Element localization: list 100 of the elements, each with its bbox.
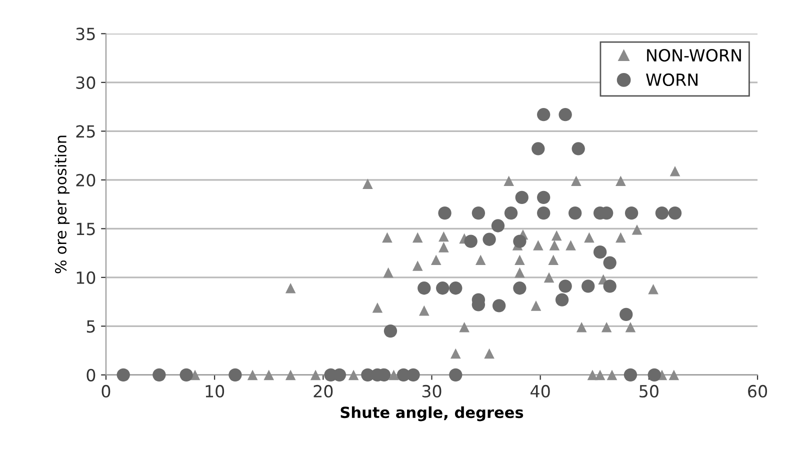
point	[228, 368, 242, 382]
point	[180, 368, 193, 382]
point	[624, 368, 638, 382]
y-tick-label: 25	[76, 125, 95, 138]
y-tick-label: 35	[76, 28, 95, 40]
y-tick-label: 5	[86, 320, 95, 333]
point	[348, 370, 359, 380]
point	[449, 368, 462, 382]
point	[285, 282, 296, 294]
point	[362, 178, 373, 189]
point	[372, 302, 383, 313]
point	[116, 368, 130, 382]
legend-label: WORN	[646, 73, 698, 86]
point	[566, 240, 576, 250]
point	[412, 232, 423, 243]
point	[532, 142, 545, 156]
point	[533, 240, 544, 250]
point	[594, 370, 606, 380]
point	[464, 234, 478, 248]
point	[568, 206, 582, 220]
point	[472, 206, 486, 220]
point	[530, 300, 542, 311]
point	[475, 254, 486, 266]
point	[632, 224, 642, 235]
point	[582, 280, 595, 293]
point	[382, 232, 392, 243]
point	[620, 308, 633, 322]
point	[648, 368, 661, 382]
point	[247, 370, 258, 380]
point	[537, 206, 550, 220]
point	[624, 206, 638, 220]
point	[587, 370, 598, 380]
x-tick-label: 0	[102, 384, 110, 398]
x-tick-label: 50	[640, 384, 658, 398]
point	[438, 242, 449, 252]
point	[668, 370, 680, 380]
point	[655, 206, 669, 220]
point	[537, 108, 550, 122]
point	[572, 142, 585, 156]
point	[513, 234, 526, 248]
point	[449, 282, 462, 295]
x-tick-label: 10	[206, 384, 224, 398]
point	[492, 299, 506, 312]
point	[549, 240, 560, 250]
point	[514, 254, 525, 266]
point	[190, 370, 200, 380]
point	[491, 219, 505, 232]
point	[603, 280, 616, 293]
point	[593, 245, 607, 259]
point	[406, 368, 420, 382]
point	[544, 272, 554, 283]
point	[436, 282, 450, 295]
y-tick-label: 0	[86, 368, 96, 382]
point	[285, 370, 296, 380]
y-tick-label: 10	[76, 271, 96, 284]
point	[482, 232, 496, 246]
point	[430, 254, 442, 266]
point	[616, 232, 626, 243]
y-axis-title: % ore per position	[54, 136, 70, 274]
point	[388, 370, 399, 380]
point	[514, 267, 525, 278]
point	[459, 322, 470, 332]
point	[418, 282, 431, 295]
point	[603, 256, 616, 270]
point	[625, 322, 636, 332]
point	[412, 260, 423, 271]
y-tick-label: 30	[76, 76, 96, 89]
point	[606, 370, 618, 380]
point	[616, 176, 626, 186]
point	[571, 176, 582, 186]
point	[504, 176, 514, 186]
point	[383, 267, 394, 278]
point	[419, 305, 430, 316]
x-axis-title: Shute angle, degrees	[340, 406, 524, 422]
point	[584, 232, 594, 243]
point	[152, 368, 166, 382]
x-tick-label: 60	[748, 384, 768, 398]
point	[438, 206, 452, 220]
point	[537, 190, 550, 204]
x-tick-label: 30	[422, 384, 442, 398]
y-tick-label: 20	[76, 174, 96, 186]
point	[551, 230, 562, 241]
x-tick-label: 20	[314, 384, 333, 398]
point	[548, 254, 559, 266]
point	[670, 166, 680, 176]
point	[601, 322, 612, 332]
point	[264, 370, 274, 380]
x-tick-label: 40	[530, 384, 550, 398]
point	[515, 190, 528, 204]
point	[484, 348, 494, 359]
point	[576, 322, 587, 332]
point	[504, 206, 518, 220]
point	[558, 280, 572, 293]
point	[648, 284, 658, 294]
point	[310, 370, 321, 380]
point	[668, 206, 682, 220]
point	[384, 324, 398, 338]
point	[558, 108, 572, 122]
point	[513, 282, 526, 295]
point	[450, 348, 461, 359]
